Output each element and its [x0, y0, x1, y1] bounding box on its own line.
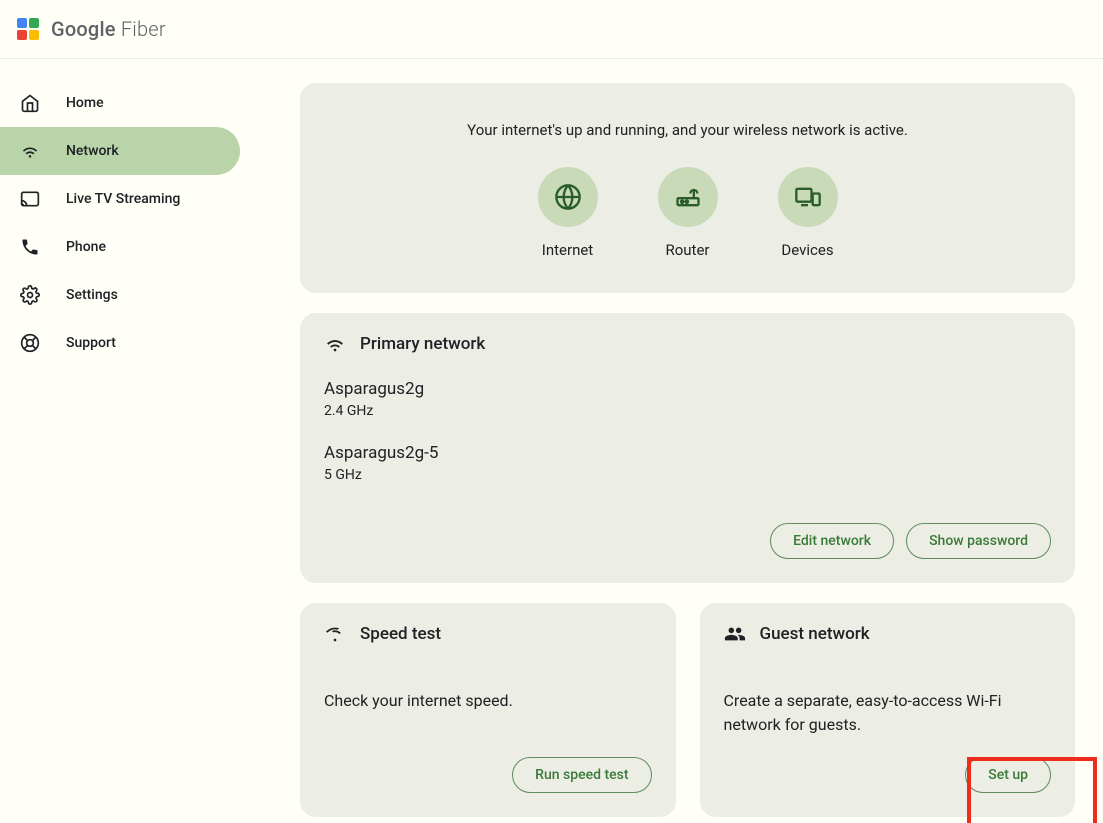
status-icons-row: Internet Router Devices: [324, 167, 1051, 259]
network-entry[interactable]: Asparagus2g-5 5 GHz: [324, 443, 1051, 483]
wifi-icon: [324, 333, 346, 355]
home-icon: [20, 93, 40, 113]
setup-guest-button[interactable]: Set up: [965, 757, 1051, 793]
status-label: Router: [665, 241, 709, 259]
guest-network-card: Guest network Create a separate, easy-to…: [700, 603, 1076, 817]
guest-network-description: Create a separate, easy-to-access Wi-Fi …: [724, 689, 1052, 737]
router-icon: [658, 167, 718, 227]
card-actions: Edit network Show password: [324, 523, 1051, 559]
sidebar: Home Network Live TV Streaming Phone Set…: [0, 59, 300, 823]
brand-text: Google Fiber: [51, 17, 166, 41]
speed-test-description: Check your internet speed.: [324, 689, 652, 737]
brand-logo[interactable]: Google Fiber: [17, 17, 166, 41]
network-name: Asparagus2g-5: [324, 443, 1051, 463]
sidebar-item-support[interactable]: Support: [0, 319, 240, 367]
sidebar-item-phone[interactable]: Phone: [0, 223, 240, 271]
card-actions: Run speed test: [324, 757, 652, 793]
brand-fiber: Fiber: [121, 17, 166, 41]
speed-icon: [324, 623, 346, 645]
header: Google Fiber: [0, 0, 1103, 59]
card-header: Speed test: [324, 623, 652, 645]
gear-icon: [20, 285, 40, 305]
card-header: Primary network: [324, 333, 1051, 355]
sidebar-item-label: Phone: [66, 239, 106, 255]
status-card: Your internet's up and running, and your…: [300, 83, 1075, 293]
sidebar-item-label: Support: [66, 335, 116, 351]
card-header: Guest network: [724, 623, 1052, 645]
show-password-button[interactable]: Show password: [906, 523, 1051, 559]
primary-network-title: Primary network: [360, 334, 485, 354]
people-icon: [724, 623, 746, 645]
sidebar-item-network[interactable]: Network: [0, 127, 240, 175]
devices-icon: [778, 167, 838, 227]
wifi-icon: [20, 141, 40, 161]
phone-icon: [20, 237, 40, 257]
speed-test-title: Speed test: [360, 624, 441, 644]
sidebar-item-label: Live TV Streaming: [66, 191, 180, 207]
sidebar-item-label: Network: [66, 143, 119, 159]
guest-network-title: Guest network: [760, 624, 870, 644]
sidebar-item-label: Settings: [66, 287, 118, 303]
support-icon: [20, 333, 40, 353]
globe-icon: [538, 167, 598, 227]
status-item-router[interactable]: Router: [658, 167, 718, 259]
card-actions: Set up: [724, 757, 1052, 793]
status-label: Devices: [781, 241, 833, 259]
status-message: Your internet's up and running, and your…: [324, 121, 1051, 139]
edit-network-button[interactable]: Edit network: [770, 523, 894, 559]
brand-google: Google: [51, 17, 116, 41]
network-band: 2.4 GHz: [324, 403, 1051, 419]
network-entry[interactable]: Asparagus2g 2.4 GHz: [324, 379, 1051, 419]
status-item-devices[interactable]: Devices: [778, 167, 838, 259]
fiber-logo-icon: [17, 18, 39, 40]
network-name: Asparagus2g: [324, 379, 1051, 399]
sidebar-item-settings[interactable]: Settings: [0, 271, 240, 319]
primary-network-card: Primary network Asparagus2g 2.4 GHz Aspa…: [300, 313, 1075, 583]
status-item-internet[interactable]: Internet: [538, 167, 598, 259]
run-speed-test-button[interactable]: Run speed test: [512, 757, 651, 793]
status-label: Internet: [542, 241, 593, 259]
main-content: Your internet's up and running, and your…: [300, 59, 1103, 823]
sidebar-item-label: Home: [66, 95, 104, 111]
sidebar-item-livetv[interactable]: Live TV Streaming: [0, 175, 240, 223]
cast-icon: [20, 189, 40, 209]
speed-test-card: Speed test Check your internet speed. Ru…: [300, 603, 676, 817]
network-band: 5 GHz: [324, 467, 1051, 483]
sidebar-item-home[interactable]: Home: [0, 79, 240, 127]
